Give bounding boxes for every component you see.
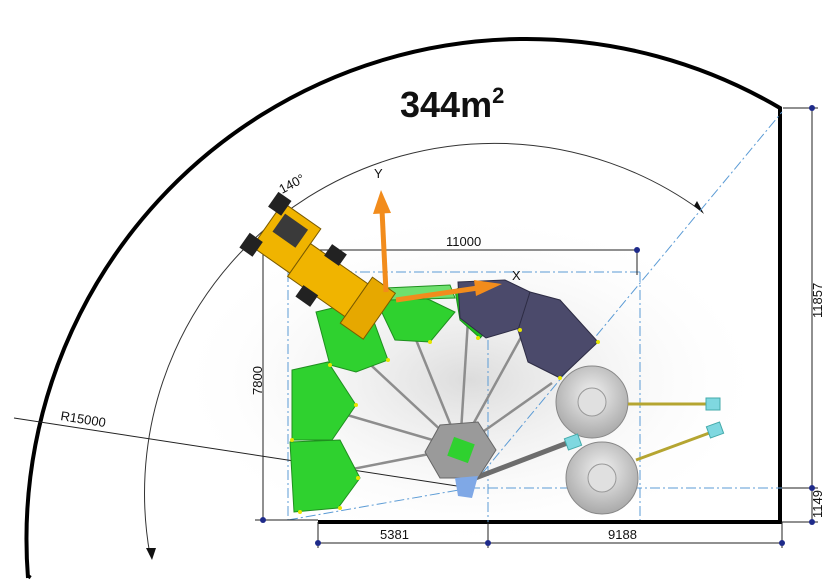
radius-line: [13, 417, 471, 489]
axis-x-label: X: [512, 268, 521, 283]
dimension-width-top-label: 11000: [446, 234, 481, 249]
hose-end-center: [563, 433, 583, 451]
hoses: [563, 397, 725, 462]
angle-arc: [144, 142, 701, 556]
hose-end-lower: [705, 421, 725, 439]
boundary-left-stub: [26, 573, 32, 580]
hub-outlet: [455, 476, 478, 498]
axis-y: Y: [373, 166, 391, 293]
dimension-height-left: 7800: [250, 250, 318, 523]
central-hub: [424, 421, 497, 498]
angle-arc-arrow-end: [694, 201, 704, 214]
dimension-bottom: 5381 9188: [315, 522, 785, 548]
hose-end-upper: [705, 397, 721, 411]
tanks: [555, 365, 639, 515]
dimension-height-left-label: 7800: [250, 366, 265, 395]
dimension-bottom-left-label: 5381: [380, 527, 409, 542]
axis-y-label: Y: [374, 166, 383, 181]
axis-x: X: [395, 268, 521, 303]
site-boundary: [24, 37, 782, 579]
tank-lower-lid: [587, 463, 617, 493]
dimension-bottom-right-label: 9188: [608, 527, 637, 542]
dimension-small-right: 1149: [782, 485, 825, 525]
area-superscript: 2: [492, 83, 504, 108]
area-label: 344m2: [400, 83, 504, 125]
angle-label: 140°: [276, 171, 307, 197]
dimension-height-right: 11857: [782, 105, 825, 489]
radius-label: R15000: [60, 408, 107, 430]
wheel-loader: [239, 191, 397, 340]
edge-markers: [290, 328, 600, 514]
green-module-2: [291, 361, 357, 441]
dimension-height-right-label: 11857: [810, 283, 825, 318]
angle-arc-arrow-start: [146, 548, 156, 560]
tank-upper-lid: [577, 387, 607, 417]
dimension-small-right-label: 1149: [810, 490, 825, 518]
